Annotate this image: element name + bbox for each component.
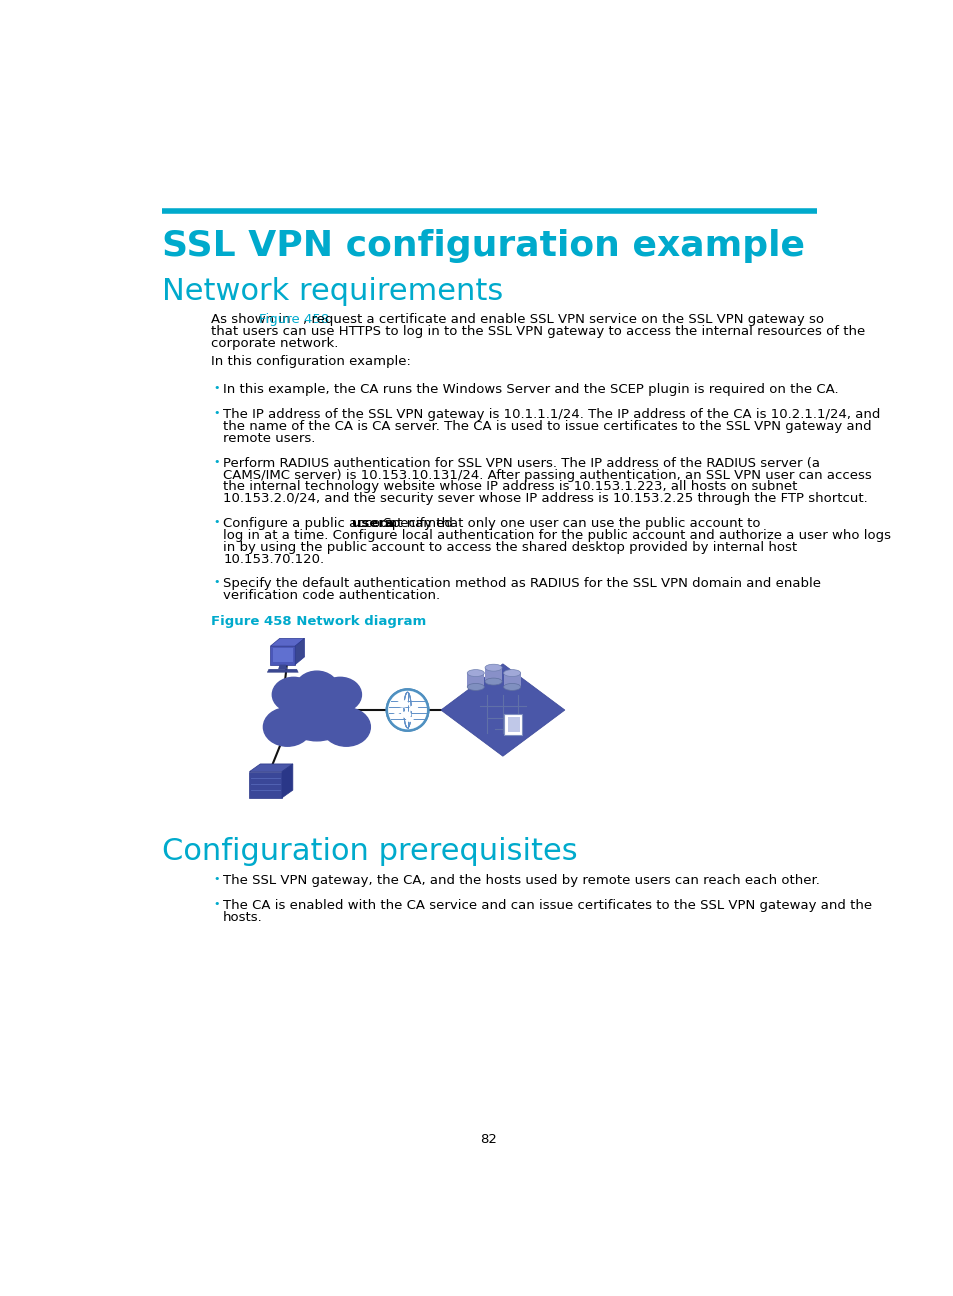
Text: the name of the CA is CA server. The CA is used to issue certificates to the SSL: the name of the CA is CA server. The CA … — [223, 420, 871, 433]
Circle shape — [388, 691, 427, 730]
Text: that users can use HTTPS to log in to the SSL VPN gateway to access the internal: that users can use HTTPS to log in to th… — [211, 325, 864, 338]
Ellipse shape — [503, 683, 520, 691]
Polygon shape — [278, 665, 287, 669]
Text: remote users.: remote users. — [223, 432, 315, 445]
Text: 10.153.70.120.: 10.153.70.120. — [223, 553, 324, 566]
Text: •: • — [213, 456, 219, 467]
Ellipse shape — [280, 679, 354, 741]
Polygon shape — [270, 647, 294, 665]
Text: 10.153.2.0/24, and the security sever whose IP address is 10.153.2.25 through th: 10.153.2.0/24, and the security sever wh… — [223, 492, 867, 505]
Polygon shape — [273, 648, 293, 662]
Text: Configuration prerequisites: Configuration prerequisites — [162, 837, 577, 866]
Ellipse shape — [397, 701, 408, 706]
Ellipse shape — [295, 671, 337, 706]
Polygon shape — [484, 667, 501, 682]
Polygon shape — [503, 673, 520, 687]
Polygon shape — [467, 673, 484, 687]
Circle shape — [386, 689, 428, 731]
Ellipse shape — [322, 708, 370, 746]
Ellipse shape — [263, 708, 311, 746]
Text: •: • — [213, 408, 219, 417]
Text: hosts.: hosts. — [223, 911, 263, 924]
Text: . Specify that only one user can use the public account to: . Specify that only one user can use the… — [375, 517, 760, 530]
Text: As shown in: As shown in — [211, 314, 294, 327]
Text: Configure a public account named: Configure a public account named — [223, 517, 456, 530]
Text: •: • — [213, 899, 219, 908]
Polygon shape — [504, 714, 521, 735]
Text: Figure 458: Figure 458 — [258, 314, 329, 327]
Text: Figure 458 Network diagram: Figure 458 Network diagram — [211, 616, 425, 629]
Text: SSL VPN configuration example: SSL VPN configuration example — [162, 228, 804, 263]
Text: •: • — [213, 874, 219, 884]
Text: The SSL VPN gateway, the CA, and the hosts used by remote users can reach each o: The SSL VPN gateway, the CA, and the hos… — [223, 874, 820, 886]
Text: the internal technology website whose IP address is 10.153.1.223, all hosts on s: the internal technology website whose IP… — [223, 481, 797, 494]
Text: verification code authentication.: verification code authentication. — [223, 590, 439, 603]
Text: in by using the public account to access the shared desktop provided by internal: in by using the public account to access… — [223, 542, 797, 555]
Ellipse shape — [467, 670, 484, 677]
Polygon shape — [249, 763, 293, 771]
Text: The CA is enabled with the CA service and can issue certificates to the SSL VPN : The CA is enabled with the CA service an… — [223, 899, 871, 912]
Text: , request a certificate and enable SSL VPN service on the SSL VPN gateway so: , request a certificate and enable SSL V… — [303, 314, 823, 327]
Ellipse shape — [484, 665, 501, 671]
Polygon shape — [440, 664, 564, 757]
Polygon shape — [249, 771, 282, 798]
Ellipse shape — [401, 712, 410, 718]
Text: log in at a time. Configure local authentication for the public account and auth: log in at a time. Configure local authen… — [223, 529, 890, 543]
Text: Network requirements: Network requirements — [162, 277, 502, 306]
Polygon shape — [267, 669, 298, 673]
Polygon shape — [294, 639, 304, 665]
Text: usera: usera — [352, 517, 394, 530]
Text: •: • — [213, 517, 219, 527]
Text: 82: 82 — [480, 1134, 497, 1147]
Text: CAMS/IMC server) is 10.153.10.131/24. After passing authentication, an SSL VPN u: CAMS/IMC server) is 10.153.10.131/24. Af… — [223, 469, 871, 482]
Ellipse shape — [484, 678, 501, 686]
Text: corporate network.: corporate network. — [211, 337, 337, 350]
Text: In this example, the CA runs the Windows Server and the SCEP plugin is required : In this example, the CA runs the Windows… — [223, 382, 838, 395]
Ellipse shape — [318, 678, 361, 712]
Ellipse shape — [467, 683, 484, 691]
Ellipse shape — [394, 710, 399, 714]
Ellipse shape — [406, 718, 413, 721]
Text: In this configuration example:: In this configuration example: — [211, 355, 410, 368]
Text: •: • — [213, 382, 219, 393]
Ellipse shape — [272, 678, 314, 712]
Polygon shape — [270, 639, 304, 647]
Ellipse shape — [503, 670, 520, 677]
Text: •: • — [213, 577, 219, 587]
Text: Perform RADIUS authentication for SSL VPN users. The IP address of the RADIUS se: Perform RADIUS authentication for SSL VP… — [223, 456, 820, 469]
Polygon shape — [282, 763, 293, 798]
Polygon shape — [507, 717, 519, 732]
Text: Specify the default authentication method as RADIUS for the SSL VPN domain and e: Specify the default authentication metho… — [223, 577, 821, 590]
Ellipse shape — [410, 706, 417, 710]
Text: The IP address of the SSL VPN gateway is 10.1.1.1/24. The IP address of the CA i: The IP address of the SSL VPN gateway is… — [223, 408, 880, 421]
